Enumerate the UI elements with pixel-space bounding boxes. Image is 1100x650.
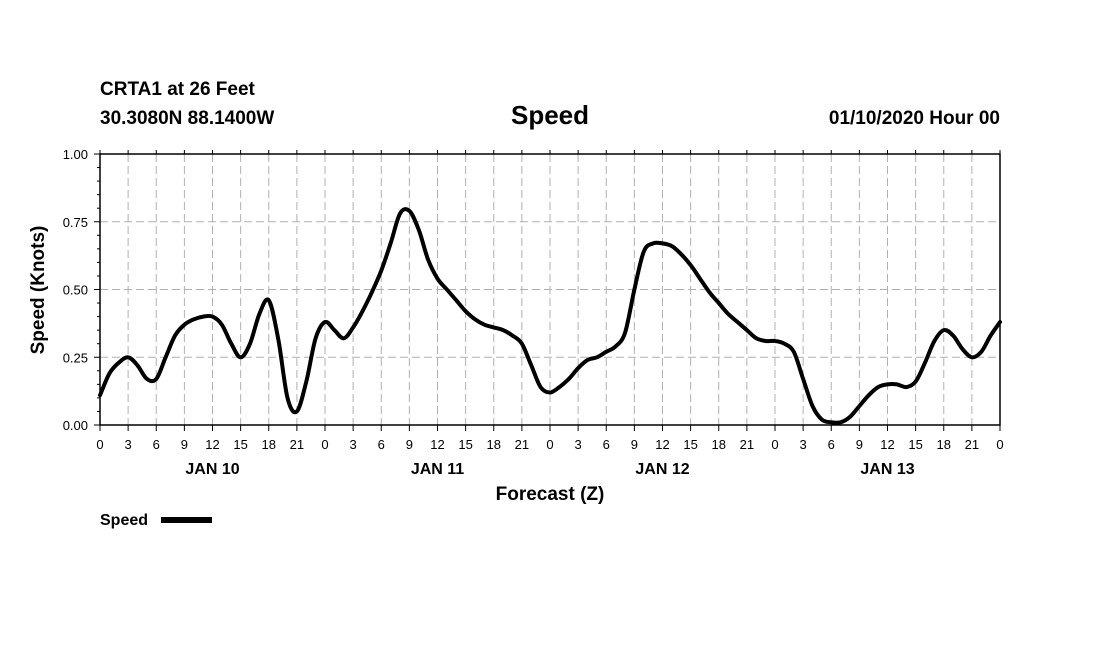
y-tick-label: 0.75 — [63, 215, 88, 230]
y-tick-label: 1.00 — [63, 147, 88, 162]
x-tick-label: 9 — [631, 437, 638, 452]
x-tick-label: 0 — [321, 437, 328, 452]
chart-title: Speed — [511, 100, 589, 130]
x-tick-label: 6 — [603, 437, 610, 452]
station-label: CRTA1 at 26 Feet — [100, 79, 256, 100]
x-tick-label: 15 — [458, 437, 472, 452]
x-tick-label: 15 — [908, 437, 922, 452]
x-tick-label: 21 — [965, 437, 979, 452]
day-label: JAN 12 — [635, 461, 689, 478]
x-tick-label: 15 — [233, 437, 247, 452]
legend-swatch — [161, 517, 212, 523]
x-tick-label: 6 — [378, 437, 385, 452]
x-tick-label: 18 — [262, 437, 276, 452]
x-tick-label: 21 — [515, 437, 529, 452]
x-tick-label: 21 — [740, 437, 754, 452]
x-tick-label: 0 — [96, 437, 103, 452]
x-tick-label: 6 — [153, 437, 160, 452]
y-tick-label: 0.25 — [63, 350, 88, 365]
speed-series-line — [98, 207, 1002, 425]
x-tick-label: 6 — [828, 437, 835, 452]
axis-ticks — [94, 150, 1001, 431]
plot-frame — [99, 153, 1001, 426]
legend-label: Speed — [100, 512, 148, 529]
y-tick-label: 0.00 — [63, 418, 88, 433]
day-label: JAN 13 — [860, 461, 914, 478]
run-time-label: 01/10/2020 Hour 00 — [829, 108, 1000, 129]
x-tick-label: 3 — [575, 437, 582, 452]
x-tick-label: 12 — [430, 437, 444, 452]
x-tick-label: 9 — [856, 437, 863, 452]
x-tick-label: 12 — [880, 437, 894, 452]
x-tick-label: 12 — [655, 437, 669, 452]
coords-label: 30.3080N 88.1400W — [100, 108, 274, 129]
x-tick-label: 15 — [683, 437, 697, 452]
x-axis-label: Forecast (Z) — [496, 484, 605, 505]
x-tick-label: 3 — [350, 437, 357, 452]
x-tick-label: 18 — [487, 437, 501, 452]
x-tick-label: 12 — [205, 437, 219, 452]
x-tick-label: 21 — [290, 437, 304, 452]
y-tick-label: 0.50 — [63, 283, 88, 298]
x-tick-label: 0 — [996, 437, 1003, 452]
grid-lines — [100, 154, 1000, 425]
x-tick-label: 3 — [800, 437, 807, 452]
y-axis-label: Speed (Knots) — [28, 226, 49, 355]
y-tick-labels: 0.00 0.25 0.50 0.75 1.00 — [63, 147, 88, 433]
x-tick-label: 18 — [712, 437, 726, 452]
day-label: JAN 10 — [185, 461, 239, 478]
x-tick-label: 0 — [546, 437, 553, 452]
x-tick-label: 9 — [406, 437, 413, 452]
x-tick-labels: 0 3 6 9 12 15 18 21 0 3 6 9 12 15 18 21 0 3 6 9 12 15 18 21 0 3 6 9… — [96, 437, 1003, 452]
x-tick-label: 9 — [181, 437, 188, 452]
x-tick-label: 18 — [937, 437, 951, 452]
day-label: JAN 11 — [411, 461, 464, 478]
x-tick-label: 0 — [771, 437, 778, 452]
x-tick-label: 3 — [125, 437, 132, 452]
day-labels: JAN 10 JAN 11 JAN 12 JAN 13 — [185, 461, 914, 478]
